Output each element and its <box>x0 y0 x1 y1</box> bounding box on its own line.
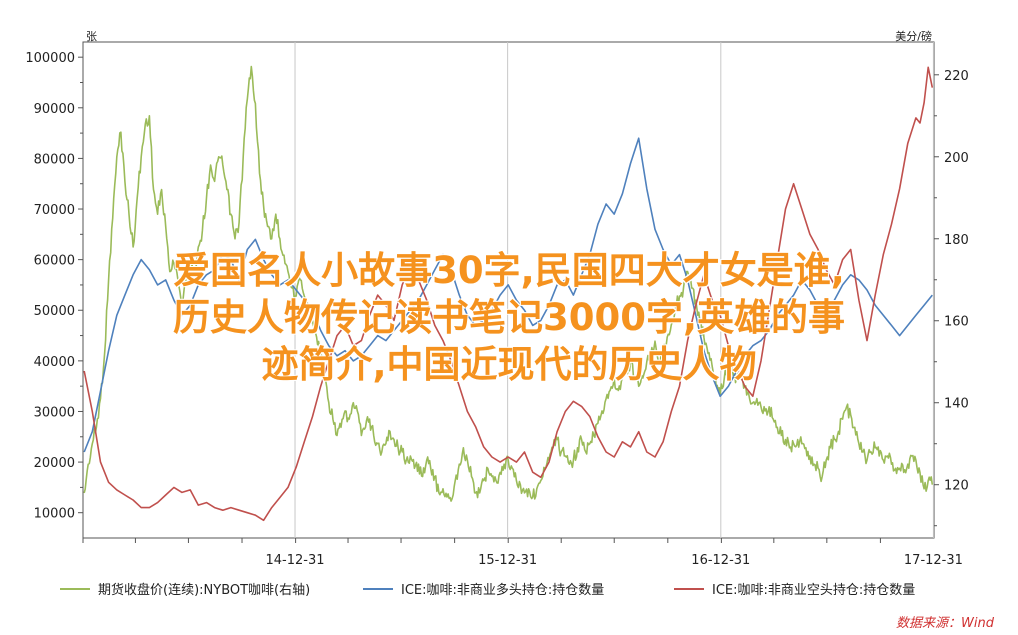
y-left-unit: 张 <box>86 30 97 43</box>
legend-label-3: ICE:咖啡:非商业空头持仓:持仓数量 <box>712 583 915 598</box>
y-right-unit: 美分/磅 <box>895 29 932 43</box>
y-right-tick-label: 120 <box>944 479 969 494</box>
y-left-tick-label: 30000 <box>34 405 75 420</box>
y-right-tick-label: 140 <box>944 397 969 412</box>
x-tick-label: 17-12-31 <box>904 553 963 568</box>
y-right-tick-label: 220 <box>944 69 969 84</box>
y-right-tick-label: 180 <box>944 233 969 248</box>
series-line-1 <box>83 65 934 502</box>
source-note: 数据来源：Wind <box>896 616 995 631</box>
legend-label-2: ICE:咖啡:非商业多头持仓:持仓数量 <box>401 582 604 598</box>
y-right-tick-label: 200 <box>944 151 969 166</box>
series-line-2 <box>83 137 933 453</box>
y-left-tick-label: 80000 <box>34 152 75 167</box>
x-tick-label: 15-12-31 <box>478 553 537 568</box>
y-left-tick-label: 90000 <box>34 102 75 117</box>
series-line-3 <box>83 66 934 522</box>
y-left-tick-label: 10000 <box>34 507 75 522</box>
legend-label-1: 期货收盘价(连续):NYBOT咖啡(右轴) <box>98 582 310 598</box>
y-left-tick-label: 20000 <box>34 456 75 471</box>
y-right-tick-label: 160 <box>944 315 969 330</box>
y-left-tick-label: 50000 <box>34 304 75 319</box>
y-left-tick-label: 60000 <box>34 254 75 269</box>
x-tick-label: 14-12-31 <box>266 553 325 568</box>
y-left-tick-label: 40000 <box>34 355 75 370</box>
y-left-tick-label: 100000 <box>25 51 75 66</box>
y-left-tick-label: 70000 <box>34 203 75 218</box>
x-tick-label: 16-12-31 <box>691 553 750 568</box>
